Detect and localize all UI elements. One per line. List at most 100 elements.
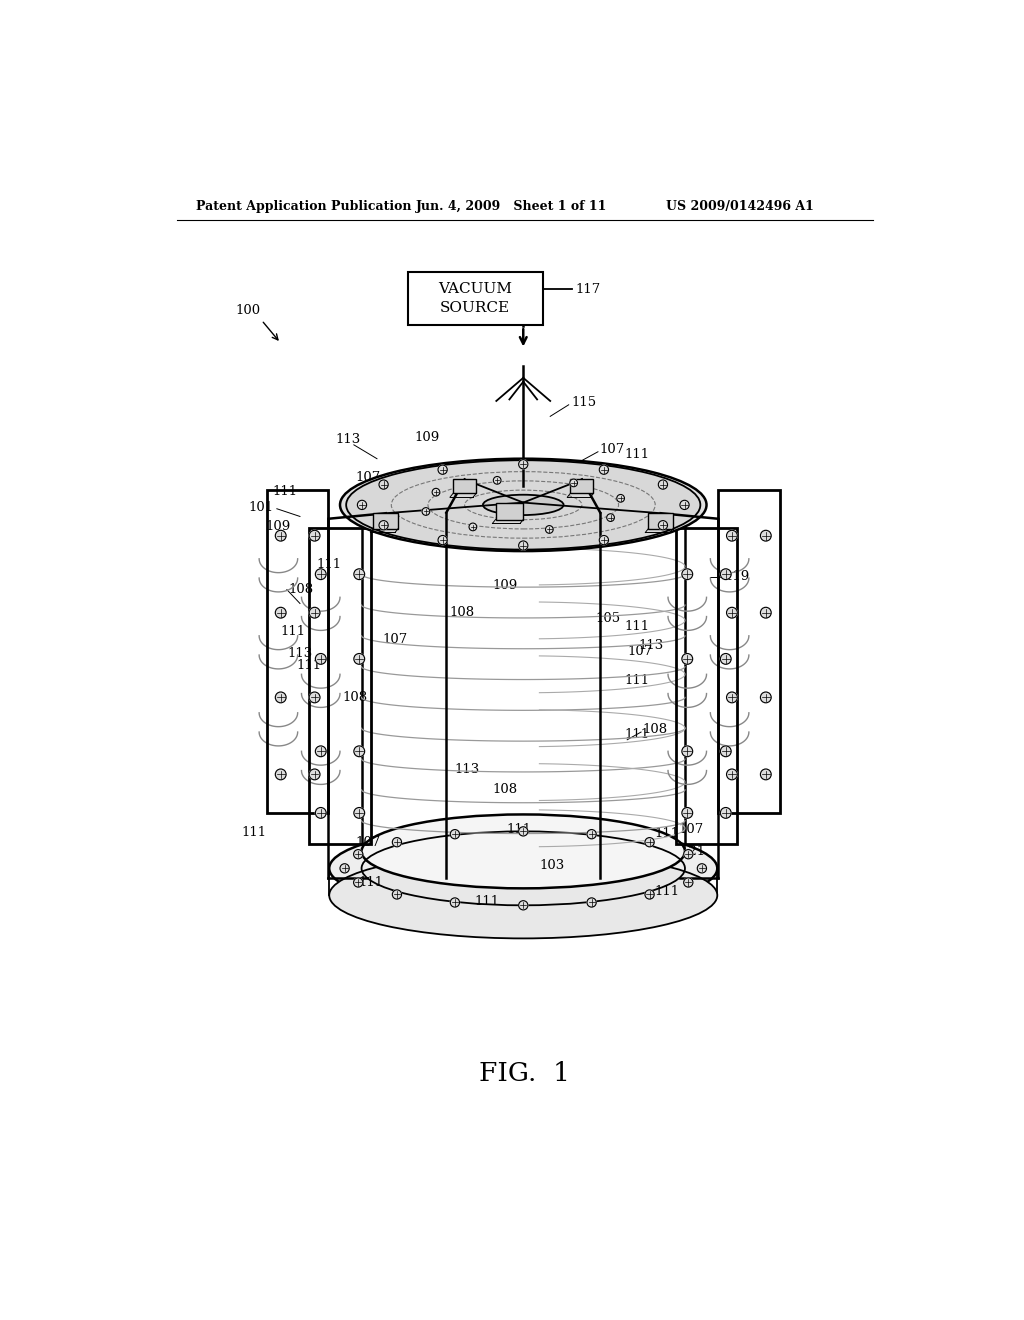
Circle shape (569, 479, 578, 487)
Circle shape (720, 569, 731, 579)
Circle shape (599, 536, 608, 545)
Circle shape (680, 500, 689, 510)
Circle shape (315, 569, 326, 579)
Text: 117: 117 (575, 282, 601, 296)
Text: 107: 107 (355, 471, 380, 484)
Text: 111: 111 (654, 828, 679, 841)
Circle shape (275, 607, 286, 618)
Circle shape (599, 465, 608, 474)
Circle shape (309, 770, 319, 780)
Circle shape (606, 513, 614, 521)
Bar (570, 479, 594, 494)
Circle shape (469, 523, 477, 531)
Text: Jun. 4, 2009   Sheet 1 of 11: Jun. 4, 2009 Sheet 1 of 11 (416, 199, 607, 213)
Circle shape (309, 692, 319, 702)
Text: 108: 108 (643, 723, 668, 737)
Circle shape (587, 829, 596, 838)
Circle shape (587, 898, 596, 907)
Circle shape (354, 653, 365, 664)
Circle shape (616, 495, 625, 502)
Circle shape (354, 808, 365, 818)
Text: 111: 111 (474, 895, 500, 908)
Circle shape (697, 863, 707, 873)
Circle shape (340, 863, 349, 873)
Circle shape (761, 692, 771, 702)
Circle shape (422, 508, 430, 515)
Text: 111: 111 (316, 558, 342, 572)
Text: 109: 109 (415, 430, 439, 444)
Text: 113: 113 (639, 639, 664, 652)
Circle shape (761, 531, 771, 541)
Text: 108: 108 (289, 583, 313, 597)
Ellipse shape (346, 461, 700, 549)
Circle shape (727, 692, 737, 702)
Text: 111: 111 (272, 484, 297, 498)
Circle shape (682, 808, 692, 818)
Circle shape (432, 488, 440, 496)
Bar (374, 513, 398, 528)
Text: 109: 109 (493, 579, 518, 593)
Circle shape (727, 531, 737, 541)
Text: 109: 109 (633, 482, 657, 495)
Text: 111: 111 (297, 659, 322, 672)
Text: 105: 105 (595, 612, 621, 626)
Bar (496, 503, 523, 520)
Circle shape (353, 850, 362, 859)
Circle shape (392, 838, 401, 847)
Circle shape (438, 465, 447, 474)
Text: 111: 111 (358, 875, 383, 888)
Text: US 2009/0142496 A1: US 2009/0142496 A1 (666, 199, 814, 213)
Circle shape (684, 878, 693, 887)
Circle shape (518, 459, 528, 469)
Circle shape (645, 890, 654, 899)
Circle shape (682, 653, 692, 664)
Circle shape (354, 746, 365, 756)
Circle shape (645, 838, 654, 847)
Text: 111: 111 (281, 626, 306, 639)
Circle shape (658, 480, 668, 490)
Text: 108: 108 (629, 502, 654, 515)
Text: 107: 107 (628, 644, 652, 657)
Text: 113: 113 (288, 647, 312, 660)
Text: 111: 111 (417, 483, 442, 496)
Bar (648, 513, 673, 528)
Circle shape (727, 770, 737, 780)
Bar (267, 490, 329, 813)
Circle shape (451, 898, 460, 907)
Circle shape (518, 826, 528, 836)
Text: Patent Application Publication: Patent Application Publication (196, 199, 412, 213)
Ellipse shape (340, 459, 707, 552)
Circle shape (546, 525, 553, 533)
Text: 111: 111 (242, 825, 266, 838)
Circle shape (720, 653, 731, 664)
Circle shape (451, 829, 460, 838)
Circle shape (494, 477, 501, 484)
Circle shape (518, 900, 528, 909)
Text: 115: 115 (571, 396, 596, 409)
Circle shape (438, 536, 447, 545)
Bar (676, 528, 737, 843)
Text: 107: 107 (383, 634, 409, 647)
Text: 111: 111 (625, 447, 650, 461)
Text: 103: 103 (540, 859, 565, 871)
Circle shape (357, 500, 367, 510)
Circle shape (353, 878, 362, 887)
Circle shape (392, 890, 401, 899)
Circle shape (682, 569, 692, 579)
Text: 107: 107 (355, 836, 380, 849)
Text: 111: 111 (625, 675, 650, 686)
Text: 108: 108 (342, 690, 368, 704)
Ellipse shape (483, 495, 563, 515)
Ellipse shape (361, 814, 685, 888)
Circle shape (682, 746, 692, 756)
Circle shape (315, 808, 326, 818)
Circle shape (658, 520, 668, 529)
Text: 108: 108 (493, 783, 517, 796)
Circle shape (761, 770, 771, 780)
Text: 108: 108 (450, 606, 474, 619)
Ellipse shape (330, 853, 717, 939)
Circle shape (309, 607, 319, 618)
Text: 100: 100 (236, 305, 260, 317)
Circle shape (720, 746, 731, 756)
Circle shape (315, 653, 326, 664)
